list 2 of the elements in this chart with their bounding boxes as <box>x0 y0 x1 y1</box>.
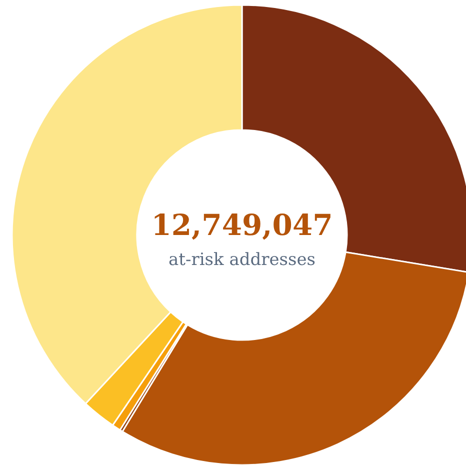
text: 12,749,047 <box>151 208 333 242</box>
text: at-risk addresses <box>168 250 316 270</box>
